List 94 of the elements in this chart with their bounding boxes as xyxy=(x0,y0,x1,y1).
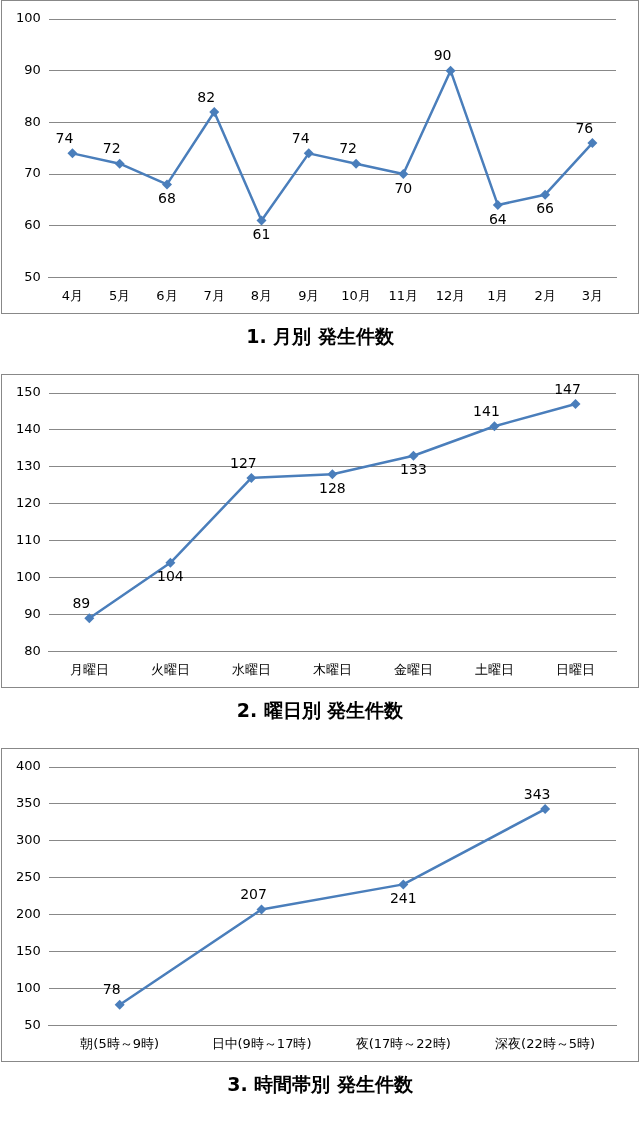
data-label: 61 xyxy=(252,226,271,243)
data-label: 64 xyxy=(488,210,507,227)
point xyxy=(540,804,551,815)
point xyxy=(246,472,257,483)
y-tick-label: 130 xyxy=(15,458,41,474)
point xyxy=(256,215,267,226)
data-label: 141 xyxy=(473,402,500,419)
x-tick-label: 7月 xyxy=(203,287,225,303)
y-tick-label: 350 xyxy=(15,795,41,811)
y-tick-label: 80 xyxy=(24,113,41,129)
x-tick-label: 5月 xyxy=(109,287,131,303)
text: 1. 月別 発生件数 xyxy=(245,324,395,349)
data-label: 89 xyxy=(72,594,91,611)
y-tick-label: 60 xyxy=(24,217,41,233)
y-tick-label: 250 xyxy=(15,869,41,885)
data-label: 82 xyxy=(197,88,216,105)
y-tick-label: 100 xyxy=(15,979,41,995)
text: 2. 曜日別 発生件数 xyxy=(235,698,405,723)
point xyxy=(256,904,267,915)
data-label: 72 xyxy=(339,140,357,157)
data-label: 66 xyxy=(536,200,555,217)
x-tick-label: 4月 xyxy=(61,287,84,303)
point xyxy=(303,148,314,159)
data-label: 68 xyxy=(158,190,176,207)
y-tick-label: 150 xyxy=(15,384,41,400)
x-tick-label: 8月 xyxy=(250,287,273,303)
point xyxy=(445,65,456,76)
x-tick-label: 水曜日 xyxy=(231,661,271,677)
point xyxy=(84,613,95,624)
point xyxy=(408,450,419,461)
x-tick-label: 金曜日 xyxy=(393,661,433,677)
point xyxy=(398,169,409,180)
data-label: 74 xyxy=(291,130,310,147)
x-tick-label: 12月 xyxy=(435,287,466,303)
x-tick-label: 日中(9時～17時) xyxy=(211,1035,312,1051)
y-tick-label: 400 xyxy=(15,758,41,774)
x-tick-label: 11月 xyxy=(388,287,419,303)
data-label: 78 xyxy=(102,981,121,998)
data-label: 128 xyxy=(319,479,346,496)
y-tick-label: 110 xyxy=(15,532,41,548)
x-tick-label: 9月 xyxy=(298,287,320,303)
x-tick-label: 月曜日 xyxy=(69,661,109,677)
point xyxy=(165,557,176,568)
x-tick-label: 木曜日 xyxy=(312,661,352,677)
data-label: 70 xyxy=(394,179,413,196)
y-tick-label: 300 xyxy=(15,832,41,848)
x-tick-label: 1月 xyxy=(487,287,509,303)
y-tick-label: 120 xyxy=(15,495,41,511)
x-tick-label: 土曜日 xyxy=(474,661,514,677)
y-tick-label: 90 xyxy=(24,605,41,621)
point xyxy=(398,879,409,890)
x-tick-label: 朝(5時～9時) xyxy=(80,1035,160,1051)
x-tick-label: 深夜(22時～5時) xyxy=(495,1035,596,1051)
y-tick-label: 140 xyxy=(15,421,41,437)
x-tick-label: 2月 xyxy=(534,287,556,303)
y-tick-label: 80 xyxy=(24,642,41,658)
y-tick-label: 100 xyxy=(15,10,41,26)
data-label: 74 xyxy=(55,130,74,147)
point xyxy=(587,138,598,149)
y-tick-label: 50 xyxy=(24,1016,41,1032)
x-tick-label: 10月 xyxy=(341,287,371,303)
data-label: 133 xyxy=(400,461,427,478)
text: 3. 時間帯別 発生件数 xyxy=(226,1072,414,1097)
y-tick-label: 100 xyxy=(15,568,41,584)
point xyxy=(570,399,581,410)
x-tick-label: 夜(17時～22時) xyxy=(355,1035,451,1051)
y-tick-label: 90 xyxy=(24,62,41,78)
point xyxy=(161,179,172,190)
x-tick-label: 火曜日 xyxy=(150,661,190,677)
point xyxy=(540,189,551,200)
data-label: 90 xyxy=(433,47,452,64)
y-tick-label: 150 xyxy=(15,942,41,958)
point xyxy=(209,107,220,118)
y-tick-label: 200 xyxy=(15,906,41,922)
point xyxy=(489,421,500,432)
data-label: 207 xyxy=(240,886,267,903)
point xyxy=(114,999,125,1010)
data-label: 343 xyxy=(523,785,551,802)
x-tick-label: 6月 xyxy=(156,287,178,303)
point xyxy=(114,158,125,169)
data-label: 241 xyxy=(389,890,417,907)
point xyxy=(351,158,362,169)
x-tick-label: 日曜日 xyxy=(555,661,595,677)
data-label: 72 xyxy=(102,140,121,157)
point xyxy=(67,148,78,159)
point xyxy=(327,469,338,480)
data-label: 147 xyxy=(554,380,581,397)
data-label: 76 xyxy=(575,119,594,136)
y-tick-label: 50 xyxy=(24,268,41,284)
data-label: 127 xyxy=(230,454,257,471)
y-tick-label: 70 xyxy=(24,165,41,181)
x-tick-label: 3月 xyxy=(581,287,604,303)
point xyxy=(492,200,503,211)
data-label: 104 xyxy=(156,568,184,585)
